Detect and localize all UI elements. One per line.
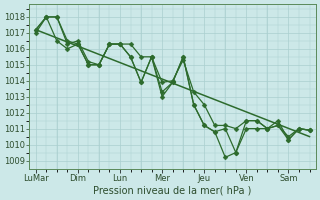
X-axis label: Pression niveau de la mer( hPa ): Pression niveau de la mer( hPa ) <box>93 186 252 196</box>
